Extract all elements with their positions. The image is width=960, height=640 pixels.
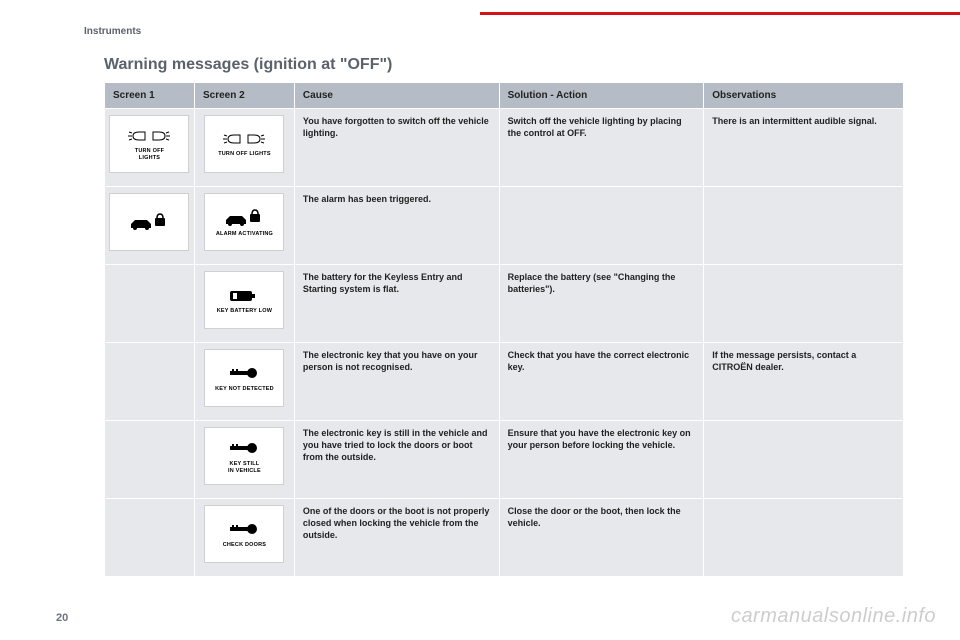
key-battery-icon bbox=[222, 285, 266, 305]
table-row: KEY BATTERY LOW The battery for the Keyl… bbox=[105, 265, 904, 343]
headlights-icon bbox=[127, 127, 171, 145]
observations-cell: There is an intermittent audible signal. bbox=[704, 109, 904, 187]
car-alarm-icon bbox=[222, 206, 266, 228]
top-accent-bar bbox=[480, 12, 960, 15]
solution-cell: Check that you have the correct electron… bbox=[499, 343, 704, 421]
key-icon bbox=[222, 363, 266, 383]
screen1-cell bbox=[105, 265, 195, 343]
observations-cell bbox=[704, 265, 904, 343]
icon-label: KEY NOT DETECTED bbox=[215, 386, 274, 392]
page-title: Warning messages (ignition at "OFF") bbox=[104, 56, 392, 74]
table-row: ALARM ACTIVATING The alarm has been trig… bbox=[105, 187, 904, 265]
screen2-cell: KEY BATTERY LOW bbox=[194, 265, 294, 343]
key-still-in-vehicle-icon-box: KEY STILL IN VEHICLE bbox=[204, 427, 284, 485]
observations-cell bbox=[704, 499, 904, 577]
screen1-cell bbox=[105, 499, 195, 577]
table-row: KEY STILL IN VEHICLE The electronic key … bbox=[105, 421, 904, 499]
observations-cell: If the message persists, contact a CITRO… bbox=[704, 343, 904, 421]
cause-cell: The battery for the Keyless Entry and St… bbox=[294, 265, 499, 343]
cause-cell: The electronic key is still in the vehic… bbox=[294, 421, 499, 499]
alarm-icon-box bbox=[109, 193, 189, 251]
col-header-screen2: Screen 2 bbox=[194, 83, 294, 109]
screen2-cell: KEY STILL IN VEHICLE bbox=[194, 421, 294, 499]
screen1-cell bbox=[105, 187, 195, 265]
alarm-icon-box: ALARM ACTIVATING bbox=[204, 193, 284, 251]
screen2-cell: TURN OFF LIGHTS bbox=[194, 109, 294, 187]
icon-label: ALARM ACTIVATING bbox=[216, 231, 273, 237]
solution-cell bbox=[499, 187, 704, 265]
col-header-observations: Observations bbox=[704, 83, 904, 109]
table-header-row: Screen 1 Screen 2 Cause Solution - Actio… bbox=[105, 83, 904, 109]
table-row: CHECK DOORS One of the doors or the boot… bbox=[105, 499, 904, 577]
col-header-solution: Solution - Action bbox=[499, 83, 704, 109]
col-header-screen1: Screen 1 bbox=[105, 83, 195, 109]
check-doors-icon-box: CHECK DOORS bbox=[204, 505, 284, 563]
solution-cell: Switch off the vehicle lighting by placi… bbox=[499, 109, 704, 187]
col-header-cause: Cause bbox=[294, 83, 499, 109]
solution-cell: Replace the battery (see "Changing the b… bbox=[499, 265, 704, 343]
screen2-cell: ALARM ACTIVATING bbox=[194, 187, 294, 265]
cause-cell: You have forgotten to switch off the veh… bbox=[294, 109, 499, 187]
car-alarm-icon bbox=[127, 210, 171, 232]
key-icon bbox=[222, 519, 266, 539]
cause-cell: One of the doors or the boot is not prop… bbox=[294, 499, 499, 577]
warning-messages-table: Screen 1 Screen 2 Cause Solution - Actio… bbox=[104, 82, 904, 577]
turn-off-lights-icon-box: TURN OFF LIGHTS bbox=[204, 115, 284, 173]
screen2-cell: CHECK DOORS bbox=[194, 499, 294, 577]
key-not-detected-icon-box: KEY NOT DETECTED bbox=[204, 349, 284, 407]
key-icon bbox=[222, 438, 266, 458]
screen2-cell: KEY NOT DETECTED bbox=[194, 343, 294, 421]
section-label: Instruments bbox=[84, 26, 141, 37]
icon-label: KEY BATTERY LOW bbox=[217, 308, 272, 314]
cause-cell: The alarm has been triggered. bbox=[294, 187, 499, 265]
icon-label: CHECK DOORS bbox=[223, 542, 266, 548]
headlights-icon bbox=[222, 130, 266, 148]
key-battery-low-icon-box: KEY BATTERY LOW bbox=[204, 271, 284, 329]
icon-label: KEY STILL IN VEHICLE bbox=[228, 461, 261, 473]
screen1-cell: TURN OFF LIGHTS bbox=[105, 109, 195, 187]
solution-cell: Ensure that you have the electronic key … bbox=[499, 421, 704, 499]
icon-label: TURN OFF LIGHTS bbox=[218, 151, 271, 157]
screen1-cell bbox=[105, 343, 195, 421]
page-number: 20 bbox=[56, 612, 68, 624]
screen1-cell bbox=[105, 421, 195, 499]
observations-cell bbox=[704, 421, 904, 499]
watermark: carmanualsonline.info bbox=[731, 605, 936, 628]
solution-cell: Close the door or the boot, then lock th… bbox=[499, 499, 704, 577]
observations-cell bbox=[704, 187, 904, 265]
table-row: TURN OFF LIGHTS TURN OFF LIGHTS bbox=[105, 109, 904, 187]
icon-label: TURN OFF LIGHTS bbox=[135, 148, 164, 160]
turn-off-lights-icon-box: TURN OFF LIGHTS bbox=[109, 115, 189, 173]
table-row: KEY NOT DETECTED The electronic key that… bbox=[105, 343, 904, 421]
cause-cell: The electronic key that you have on your… bbox=[294, 343, 499, 421]
